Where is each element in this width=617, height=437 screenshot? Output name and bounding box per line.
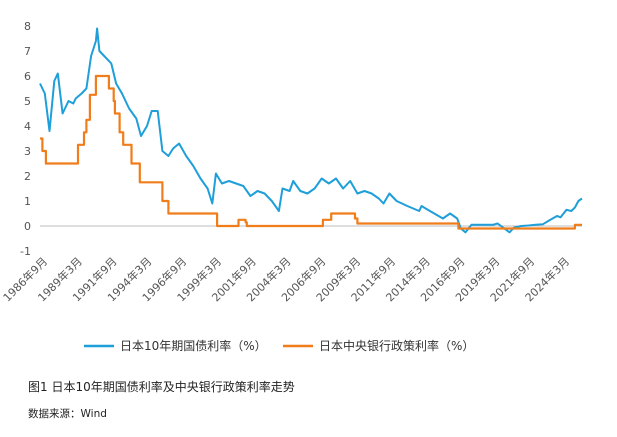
x-axis: 1986年9月1989年3月1991年9月1994年3月1996年9月1999年… [0,254,572,304]
line-chart: -1 0 1 2 3 4 5 6 7 8 1986年9月1989年3月1991年9月1994年3月… [0,20,583,353]
y-tick-label: 4 [24,120,31,133]
series-line-policy-rate [40,74,582,230]
y-tick-label: 6 [24,70,31,83]
y-tick-label: 8 [24,20,31,33]
legend: 日本10年期国债利率（%） 日本中央银行政策利率（%） [84,338,474,353]
y-tick-label: -1 [20,245,31,258]
legend-label-jgb10y: 日本10年期国债利率（%） [120,338,267,353]
y-tick-label: 3 [24,145,31,158]
y-tick-label: 7 [24,45,31,58]
y-tick-label: 1 [24,195,31,208]
data-source: 数据来源：Wind [28,408,107,420]
legend-label-policy-rate: 日本中央银行政策利率（%） [319,338,474,353]
y-tick-label: 0 [24,220,31,233]
series-line-jgb10y [39,27,583,234]
y-tick-label: 2 [24,170,31,183]
figure-caption: 图1 日本10年期国债利率及中央银行政策利率走势 [28,380,295,394]
series-lines [39,27,583,234]
y-axis: -1 0 1 2 3 4 5 6 7 8 [20,20,31,258]
y-tick-label: 5 [24,95,31,108]
